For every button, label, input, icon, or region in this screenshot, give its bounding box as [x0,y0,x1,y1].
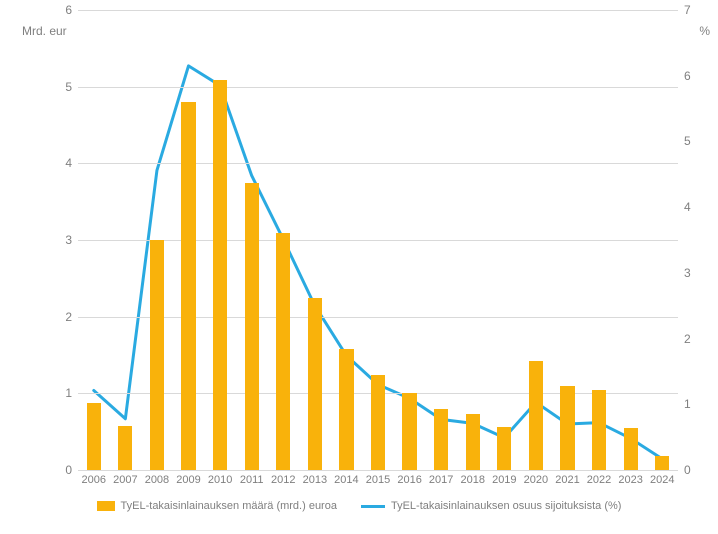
y-right-tick: 4 [684,200,691,214]
y-left-tick: 0 [52,463,72,477]
gridline [78,87,678,88]
gridline [78,240,678,241]
chart-container: Mrd. eur % TyEL-takaisinlainauksen määrä… [0,0,718,534]
legend-label-line: TyEL-takaisinlainauksen osuus sijoituksi… [391,500,622,512]
y-left-tick: 4 [52,156,72,170]
gridline [78,10,678,11]
y-left-tick: 6 [52,3,72,17]
x-tick: 2015 [366,474,390,486]
legend-item-line: TyEL-takaisinlainauksen osuus sijoituksi… [361,500,622,512]
y-right-axis-title: % [699,24,710,38]
y-right-tick: 2 [684,332,691,346]
plot-area [78,10,678,470]
bar [339,349,353,470]
x-tick: 2019 [492,474,516,486]
legend-swatch-bar [97,501,115,511]
x-tick: 2018 [460,474,484,486]
y-left-tick: 1 [52,386,72,400]
bar [497,427,511,470]
x-tick: 2014 [334,474,358,486]
x-tick: 2024 [650,474,674,486]
bar [371,375,385,470]
bar [402,393,416,470]
legend-item-bars: TyEL-takaisinlainauksen määrä (mrd.) eur… [97,500,337,512]
y-left-axis-title: Mrd. eur [22,24,67,38]
legend-swatch-line [361,505,385,508]
bar [434,409,448,470]
y-left-tick: 2 [52,310,72,324]
y-right-tick: 3 [684,266,691,280]
y-right-tick: 7 [684,3,691,17]
x-tick: 2006 [82,474,106,486]
x-tick: 2011 [240,474,264,486]
y-right-tick: 0 [684,463,691,477]
gridline [78,163,678,164]
y-left-tick: 5 [52,80,72,94]
y-right-tick: 6 [684,69,691,83]
bar [624,428,638,470]
x-tick: 2017 [429,474,453,486]
bar [181,102,195,470]
x-tick: 2009 [176,474,200,486]
gridline [78,470,678,471]
x-tick: 2008 [145,474,169,486]
bar [245,183,259,470]
legend: TyEL-takaisinlainauksen määrä (mrd.) eur… [0,500,718,512]
bar [560,386,574,470]
x-tick: 2012 [271,474,295,486]
gridline [78,317,678,318]
bar [150,240,164,470]
x-tick: 2023 [618,474,642,486]
bar [466,414,480,470]
bar [276,233,290,470]
bar [118,426,132,470]
bar [87,403,101,470]
bar [213,80,227,470]
bar [592,390,606,471]
x-tick: 2022 [587,474,611,486]
bar [529,361,543,470]
bar [308,298,322,471]
x-tick: 2013 [303,474,327,486]
y-right-tick: 5 [684,134,691,148]
bar [655,456,669,470]
x-tick: 2010 [208,474,232,486]
legend-label-bars: TyEL-takaisinlainauksen määrä (mrd.) eur… [121,500,337,512]
x-tick: 2021 [555,474,579,486]
x-tick: 2007 [113,474,137,486]
x-tick: 2020 [524,474,548,486]
y-right-tick: 1 [684,397,691,411]
x-tick: 2016 [397,474,421,486]
y-left-tick: 3 [52,233,72,247]
